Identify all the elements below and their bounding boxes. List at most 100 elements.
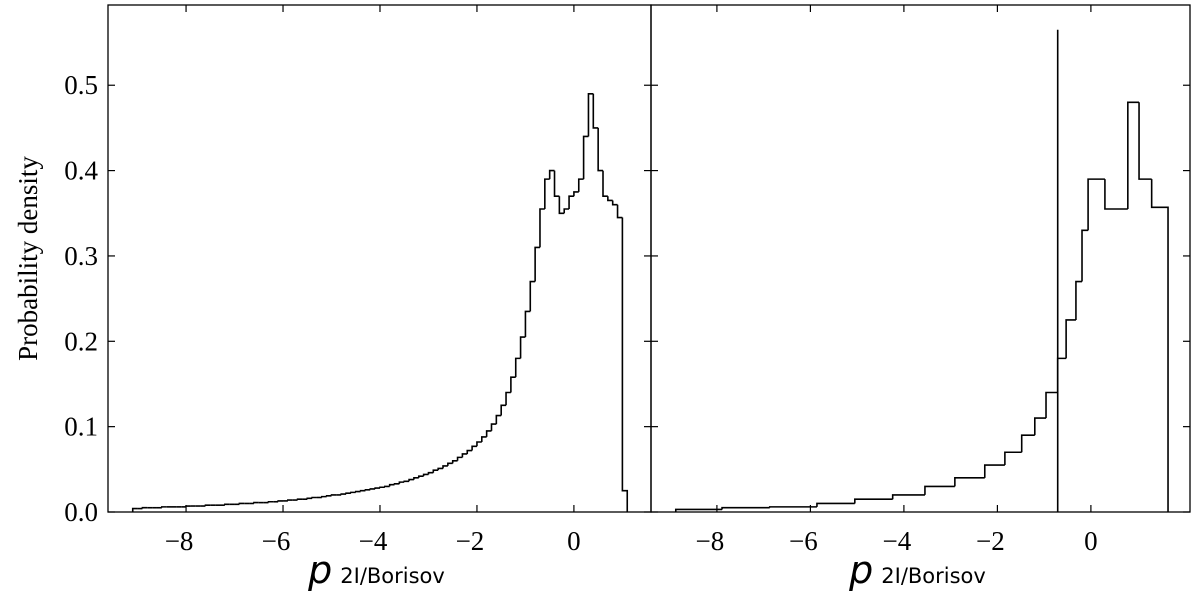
histogram-bin [621,217,629,512]
histogram-bin [519,336,526,359]
histogram-bin [442,465,448,469]
histogram-bin [388,483,395,487]
histogram-bin [185,505,191,507]
histogram-bin [611,200,618,206]
histogram-bin [510,376,516,393]
y-tick-label: 0.5 [64,70,98,100]
histogram-bin [816,502,855,507]
histogram-bin [616,204,623,219]
x-tick-label: −6 [789,526,818,556]
y-axis-label: Probability density [13,156,43,361]
x-axis-label: p 2I/Borisov [307,548,445,592]
histogram-bin [539,208,545,248]
histogram-bin [398,481,405,484]
histogram-bin [417,475,424,478]
x-axis-label-symbol: p [307,548,332,592]
y-tick-label: 0.4 [64,156,98,186]
histogram-bin [369,488,376,490]
histogram-bin [573,191,579,197]
histogram-bin [1004,451,1022,466]
histogram-bin [558,196,565,215]
histogram-bin [553,170,560,197]
histogram-bin [1138,102,1152,180]
histogram-bin [447,462,453,466]
histogram-bin [563,208,570,214]
histogram-bin [1056,357,1067,393]
x-tick-label: 0 [567,526,581,556]
histogram-bin [161,506,167,508]
histogram-bin [582,135,589,180]
histogram-bin [287,499,293,501]
axes-frame [650,4,1191,513]
histogram-bin [432,469,439,473]
histogram-bin [1075,280,1083,320]
histogram-bin [721,506,770,510]
histogram-bin [568,195,574,209]
histogram-bin [602,170,608,197]
histogram-bin [1081,229,1089,282]
histogram-bin [427,471,434,475]
histogram-bin [534,246,540,282]
histogram-bin [587,92,594,137]
histogram-bin [466,449,473,454]
histogram-bin [524,310,531,338]
y-tick-label: 0.2 [64,326,98,356]
x-axis-label-subscript: 2I/Borisov [340,564,445,588]
histogram-bin [330,494,337,496]
x-axis-label: p 2I/Borisov [848,548,986,592]
y-tick-label: 0.3 [64,241,98,271]
histogram-bin [408,478,414,482]
histogram-bin [983,464,1005,478]
histogram-bin [451,459,458,464]
histogram-bin [1104,179,1128,210]
histogram-bin [924,485,955,495]
x-tick-label: −4 [359,526,388,556]
histogram-bin [1045,391,1058,419]
histogram-bin [476,441,482,447]
histogram-bin [359,489,366,492]
histogram-bin [891,494,925,500]
histogram-bin [674,508,723,512]
histogram-bin [393,483,400,485]
histogram-bin [413,477,419,480]
histogram-bin [768,506,817,508]
histogram-bin [607,196,613,202]
histogram-bin [296,498,303,501]
histogram-bin [461,453,468,458]
histogram-bin [267,500,274,503]
histogram-bin [514,357,521,378]
histogram-bin [340,493,347,495]
x-tick-label: 0 [1084,526,1098,556]
histogram-bin [548,169,555,180]
histogram-bin [253,501,259,504]
x-tick-label: −6 [262,526,291,556]
histogram-bin [529,280,536,312]
y-tick-label: 0.0 [64,497,98,527]
panel: 0.0 0.1 0.2 0.3 0.4 0.5 −8 −6 −4 −2 0 Probability d… [13,4,652,592]
x-tick-label: −2 [976,526,1005,556]
histogram-bin [379,486,385,489]
histogram-bin [354,490,361,493]
x-tick-label: −2 [456,526,485,556]
histogram-bin [325,494,332,497]
histogram-bin [592,93,599,129]
x-tick-label: −4 [883,526,912,556]
histogram-bin [374,487,380,489]
y-tick-label: 0.1 [64,412,98,442]
histogram-bin [954,477,985,487]
histogram-bin [485,430,492,437]
histogram-bin [490,423,497,431]
histogram-bin [505,391,511,406]
histogram-bin [480,436,487,443]
histogram-bin [350,491,356,494]
histogram-bin [422,473,429,477]
histogram-bin [321,495,327,498]
histogram-bin [204,504,211,507]
histogram-bin [345,492,351,495]
x-axis-label-symbol: p [848,548,873,592]
histogram-bin [277,500,284,502]
histogram-bin [1127,101,1140,209]
histogram-bin [311,496,317,499]
axes-frame [107,4,652,513]
